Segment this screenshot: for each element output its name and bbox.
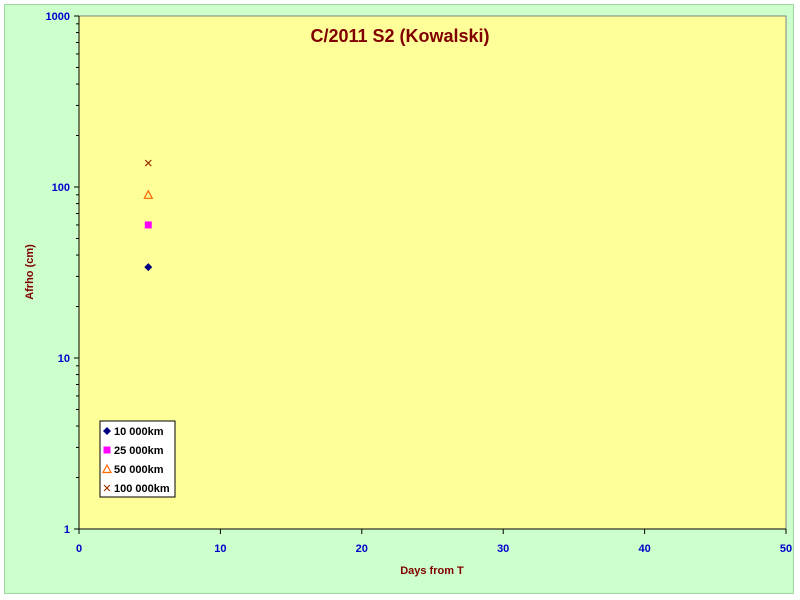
x-tick-label: 0 [76,543,82,555]
data-point [144,263,153,272]
y-tick-label: 1000 [46,11,70,23]
legend-box [99,420,176,498]
axes: 0 10 20 30 40 50 1 10 100 1000 [46,11,793,555]
x-tick-label: 50 [780,543,792,555]
x-tick-label: 10 [214,543,226,555]
x-marker-stroke [103,484,111,492]
data-point [144,221,152,229]
x-marker-stroke [144,159,152,167]
legend-entry-label: 100 000km [114,483,170,495]
y-axis-title: Afrho (cm) [24,244,36,300]
x-tick-label: 30 [497,543,509,555]
data-marks [143,159,154,272]
x-axis-title: Days from T [400,565,464,577]
legend-entry-label: 50 000km [114,464,164,476]
chart-title: C/2011 S2 (Kowalski) [310,26,489,46]
x-tick-label: 20 [356,543,368,555]
legend-entry-label: 10 000km [114,426,164,438]
legend-marker [103,446,111,454]
legend-entry-label: 25 000km [114,445,164,457]
y-tick-label: 100 [52,182,70,194]
legend-marker [102,463,112,474]
legend: 10 000km 25 000km 50 000km 100 000km [99,420,176,498]
legend-marker [103,484,111,492]
y-tick-label: 1 [64,524,70,536]
legend-marker [103,427,111,435]
plot-area [78,15,787,530]
y-tick-label: 10 [58,353,70,365]
data-point [143,189,154,199]
data-point [144,159,152,167]
x-tick-label: 40 [638,543,650,555]
